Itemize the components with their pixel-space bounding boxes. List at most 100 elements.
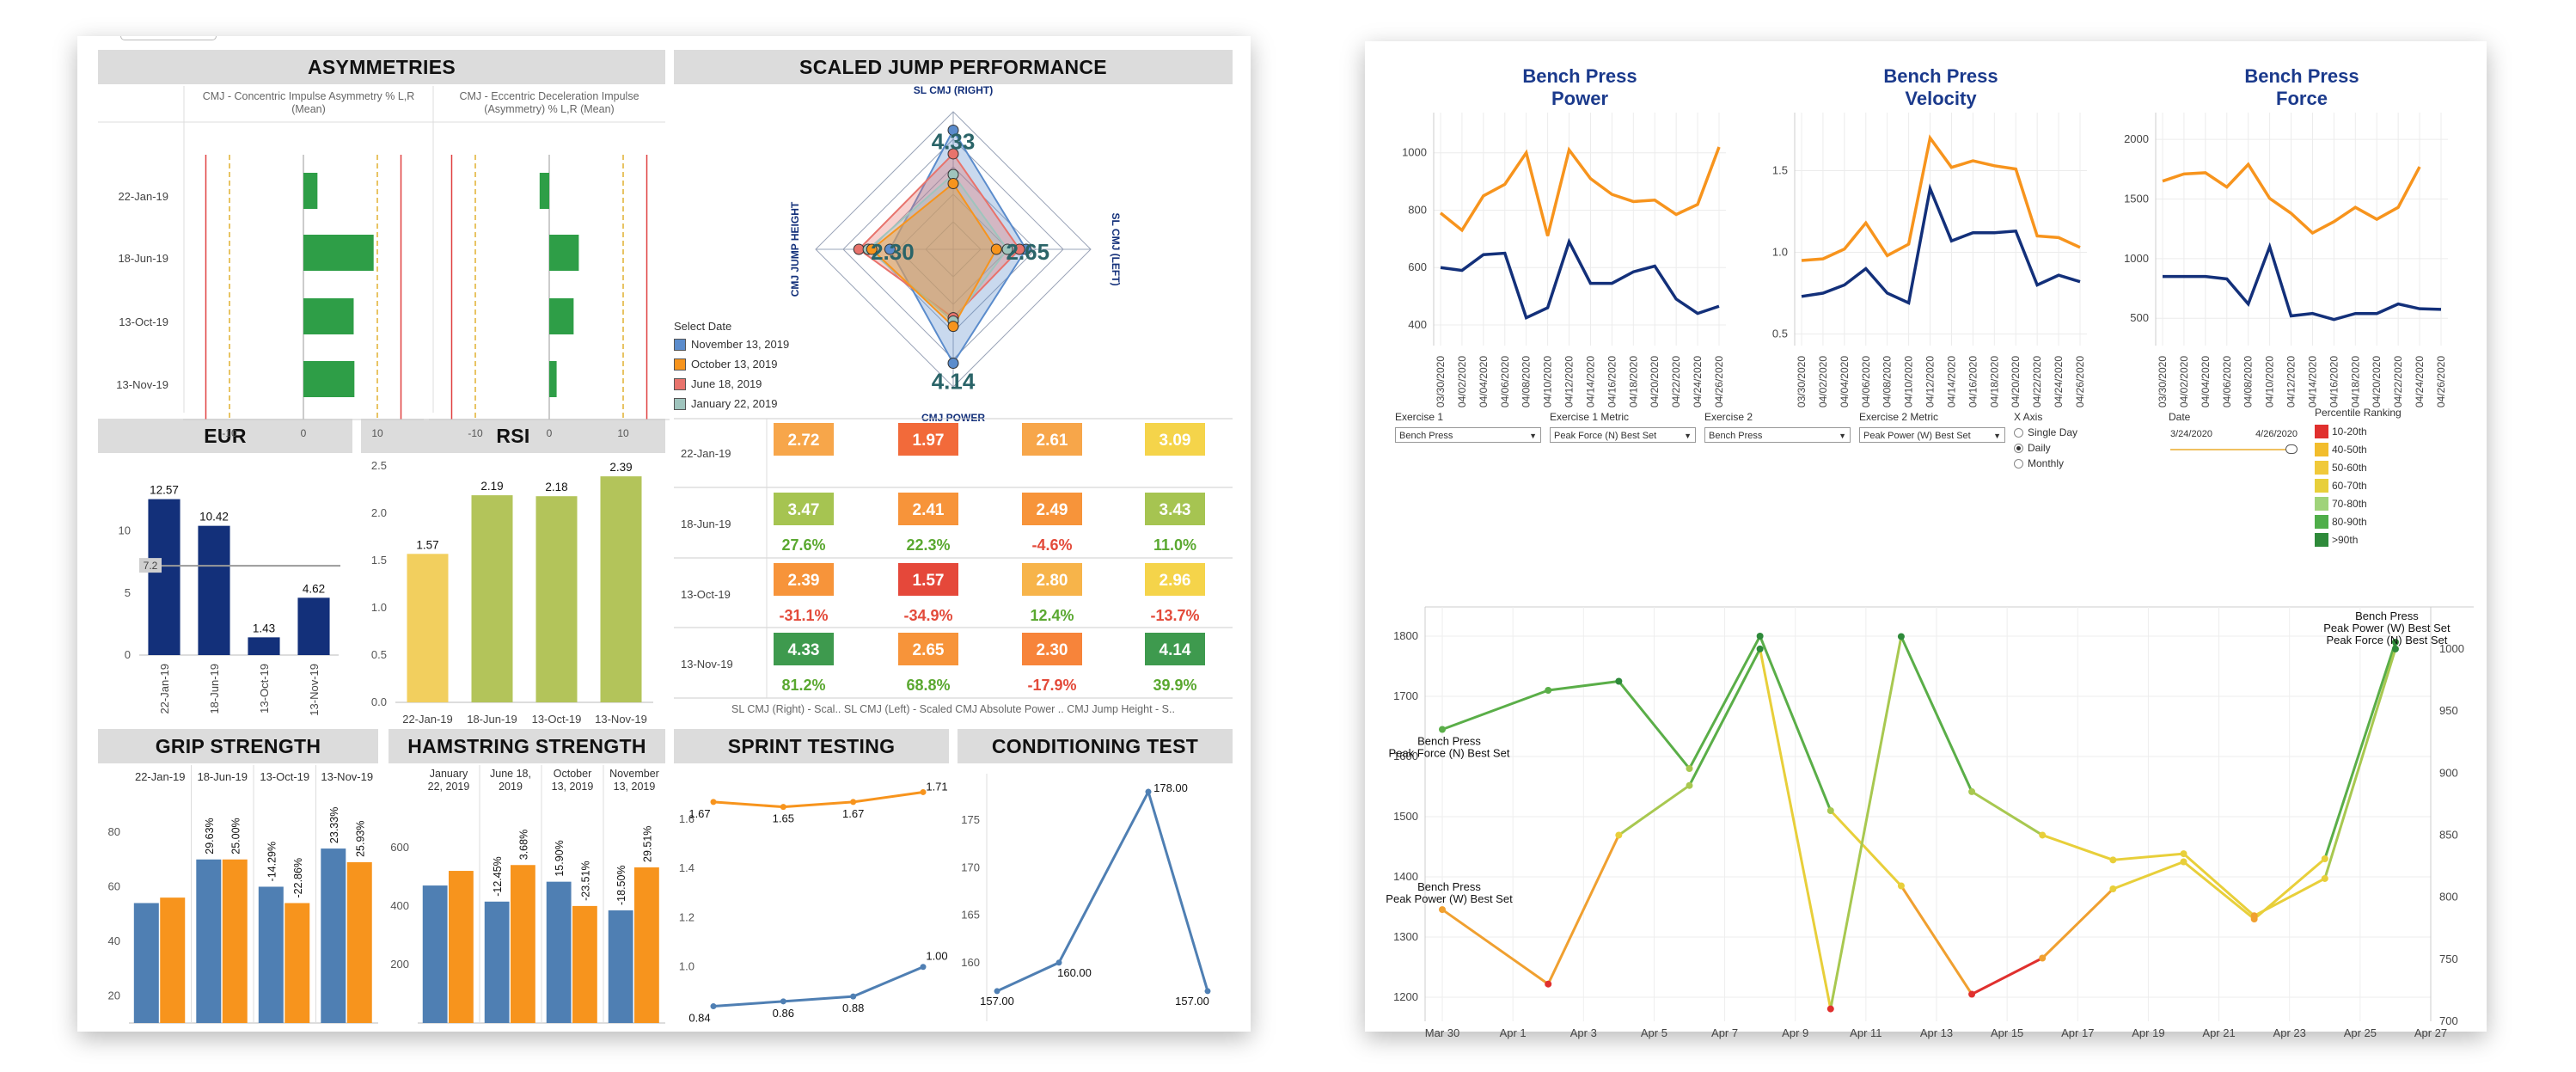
x-tick-label: 03/30/2020 bbox=[2157, 356, 2169, 407]
bar-pct-label: -12.45% bbox=[492, 856, 504, 897]
y-right-tick-label: 850 bbox=[2439, 828, 2458, 841]
x-tick-label: 04/20/2020 bbox=[2010, 356, 2022, 407]
x-axis-option-single-day[interactable]: Single Day bbox=[2014, 426, 2117, 438]
legend-item[interactable]: January 22, 2019 bbox=[674, 394, 846, 413]
percentile-legend-item[interactable]: >90th bbox=[2315, 530, 2444, 548]
x-tick-label: 04/18/2020 bbox=[1988, 356, 2000, 407]
percentile-legend-item[interactable]: 70-80th bbox=[2315, 494, 2444, 512]
x-tick-label: 18-Jun-19 bbox=[208, 664, 221, 714]
legend-label: June 18, 2019 bbox=[691, 377, 762, 390]
eur-chart: 0 5 10 12.57 22-Jan-19 10.42 18-Jun-19 1.43 13-O… bbox=[119, 484, 340, 716]
x-axis-control: X Axis Single Day Daily Monthly bbox=[2014, 411, 2117, 473]
small-chart-title: Force bbox=[2276, 88, 2328, 109]
bar-value-label: 2.18 bbox=[545, 481, 567, 493]
bar bbox=[407, 554, 449, 702]
hamstring-date-label: 13, 2019 bbox=[552, 781, 594, 793]
radar-point bbox=[990, 243, 1002, 255]
table-cell-bg bbox=[898, 423, 958, 456]
exercise-1-metric-select[interactable]: Peak Force (N) Best Set ▼ bbox=[1550, 427, 1696, 443]
legend-item[interactable]: October 13, 2019 bbox=[674, 354, 846, 374]
metric-line bbox=[2162, 162, 2421, 236]
conditioning-point bbox=[1145, 788, 1152, 795]
bar bbox=[258, 886, 284, 1023]
percentile-legend-item[interactable]: 10-20th bbox=[2315, 422, 2444, 440]
y-tick-label: 170 bbox=[961, 861, 980, 873]
table-pct-change: 81.2% bbox=[781, 677, 825, 694]
y-tick-label: 1.0 bbox=[679, 960, 694, 973]
x-tick-label: Mar 30 bbox=[1425, 1026, 1459, 1039]
percentile-swatch bbox=[2315, 478, 2328, 493]
hamstring-date-label: January bbox=[430, 768, 468, 780]
legend-item[interactable]: June 18, 2019 bbox=[674, 374, 846, 394]
y-tick-label: 1.2 bbox=[679, 910, 694, 923]
date-slider-handle[interactable] bbox=[2285, 444, 2298, 454]
percentile-ranking-label: Percentile Ranking bbox=[2315, 407, 2402, 419]
exercise-1-select[interactable]: Bench Press ▼ bbox=[1395, 427, 1541, 443]
sprint-line bbox=[713, 790, 924, 809]
percentile-legend-item[interactable]: 50-60th bbox=[2315, 458, 2444, 476]
table-pct-change: -31.1% bbox=[779, 607, 828, 624]
sprint-point bbox=[780, 998, 786, 1005]
table-pct-change: -34.9% bbox=[903, 607, 952, 624]
gradient-line-segment bbox=[2041, 834, 2114, 861]
grip-date-label: 13-Nov-19 bbox=[321, 770, 373, 783]
exercise-2-metric-value: Peak Power (W) Best Set bbox=[1863, 431, 1971, 441]
tab-stub[interactable] bbox=[120, 36, 217, 40]
percentile-label: 50-60th bbox=[2332, 461, 2367, 474]
gradient-line-point bbox=[1756, 645, 1764, 652]
legend-item[interactable]: November 13, 2019 bbox=[674, 334, 846, 354]
asym-bar bbox=[303, 298, 354, 334]
gradient-line-segment bbox=[1829, 636, 1903, 1009]
gradient-line-point bbox=[1968, 990, 1976, 998]
x-axis-option-daily[interactable]: Daily bbox=[2014, 442, 2117, 454]
x-tick-label: 04/04/2020 bbox=[1839, 356, 1851, 407]
scaled-jump-table[interactable]: 22-Jan-19 2.72 1.97 2.61 3.09 18-Jun-19 3.47 2.… bbox=[674, 418, 1233, 724]
conditioning-header: CONDITIONING TEST bbox=[958, 729, 1233, 763]
x-tick-label: 04/22/2020 bbox=[2031, 356, 2043, 407]
radar-point bbox=[947, 124, 959, 136]
select-date-label: Select Date bbox=[674, 320, 732, 333]
gradient-line-point bbox=[1686, 781, 1693, 789]
table-cell-value: 2.65 bbox=[913, 641, 945, 659]
percentile-legend-item[interactable]: 80-90th bbox=[2315, 512, 2444, 530]
date-slider[interactable] bbox=[2169, 444, 2298, 455]
percentile-legend-item[interactable]: 40-50th bbox=[2315, 440, 2444, 458]
bar-value-label: 1.43 bbox=[253, 622, 275, 634]
eur-reference-badge bbox=[139, 558, 162, 573]
x-axis-option-label: Monthly bbox=[2028, 457, 2065, 469]
gradient-line-segment bbox=[1688, 635, 1761, 769]
exercise-2-metric-select[interactable]: Peak Power (W) Best Set ▼ bbox=[1859, 427, 2005, 443]
x-axis-option-monthly[interactable]: Monthly bbox=[2014, 457, 2117, 469]
y-tick-label: 0.5 bbox=[371, 648, 387, 661]
percentile-legend-item[interactable]: 60-70th bbox=[2315, 476, 2444, 494]
table-cell-value: 1.97 bbox=[913, 432, 945, 450]
y-tick-label: 1.6 bbox=[679, 812, 694, 825]
table-cell-value: 2.49 bbox=[1037, 501, 1068, 519]
sprint-line bbox=[713, 965, 924, 1008]
table-date-label: 22-Jan-19 bbox=[681, 447, 731, 460]
exercise-2-select[interactable]: Bench Press ▼ bbox=[1704, 427, 1851, 443]
bar bbox=[484, 901, 510, 1023]
gradient-line-segment bbox=[1900, 885, 1973, 995]
percentile-label: 60-70th bbox=[2332, 479, 2367, 492]
sprint-value-label: 1.71 bbox=[926, 780, 947, 793]
gradient-line-point bbox=[1545, 980, 1552, 988]
legend-swatch bbox=[674, 397, 686, 410]
exercise-1-control: Exercise 1 Bench Press ▼ bbox=[1395, 411, 1541, 443]
grip-chart: 20 40 60 80 29.63% -14.29% 23.33% 25.00% -22.86%… bbox=[108, 765, 378, 1024]
x-tick-label: 04/14/2020 bbox=[2306, 356, 2318, 407]
radar-value-label: 4.14 bbox=[932, 368, 976, 394]
conditioning-line bbox=[996, 788, 1209, 993]
y-tick-label: 160 bbox=[961, 956, 980, 969]
y-tick-label: 10 bbox=[119, 524, 131, 537]
gradient-line-segment bbox=[2112, 861, 2185, 891]
radar-axis-title: CMJ POWER bbox=[921, 412, 985, 424]
gradient-line-point bbox=[2180, 858, 2187, 866]
x-tick-label: Apr 23 bbox=[2273, 1026, 2306, 1039]
table-date-label: 13-Oct-19 bbox=[681, 588, 731, 601]
x-tick-label: 04/24/2020 bbox=[2414, 356, 2426, 407]
table-date-label: 13-Nov-19 bbox=[681, 658, 733, 671]
y-left-tick-label: 1200 bbox=[1393, 990, 1418, 1003]
grip-header: GRIP STRENGTH bbox=[98, 729, 378, 763]
gradient-line-segment bbox=[1618, 680, 1691, 769]
